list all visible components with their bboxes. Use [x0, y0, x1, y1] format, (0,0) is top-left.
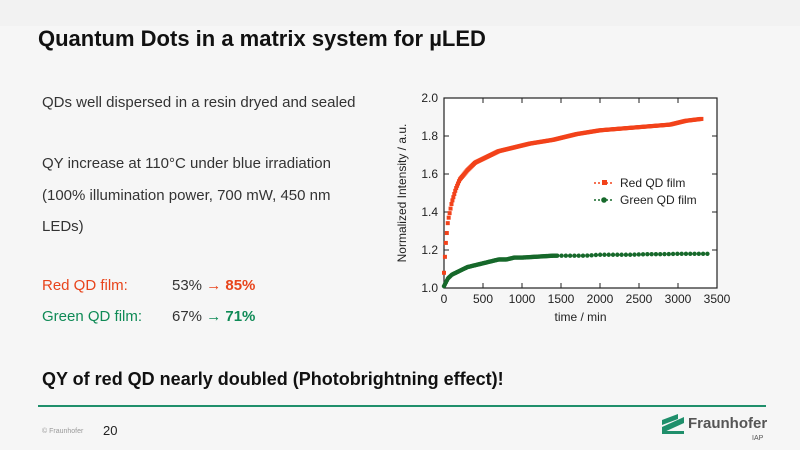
red-series-point — [453, 188, 458, 193]
y-tick-label: 1.6 — [421, 167, 438, 181]
green-series-point — [705, 251, 710, 256]
green-series-point — [653, 251, 659, 257]
red-series-point — [452, 191, 457, 196]
red-series-point — [699, 116, 704, 121]
red-series-point — [449, 202, 454, 207]
green-series-point — [645, 251, 650, 257]
green-series-point — [696, 251, 702, 256]
y-tick-label: 1.0 — [421, 281, 438, 295]
green-series-point — [692, 251, 697, 256]
x-tick-label: 3500 — [704, 292, 731, 306]
green-series-point — [615, 252, 620, 257]
green-series-point — [593, 252, 599, 258]
legend-label: Red QD film — [620, 176, 685, 190]
red-series-point — [447, 211, 452, 216]
green-series-point — [632, 252, 637, 257]
red-series-point — [444, 231, 449, 236]
green-series-point — [602, 252, 607, 257]
copyright-text: © Fraunhofer — [42, 428, 84, 435]
green-qd-values: 67% → 71% — [172, 308, 255, 325]
green-series-point — [658, 251, 663, 257]
red-series-point — [455, 183, 460, 188]
legend-label: Green QD film — [620, 193, 697, 207]
bullet-text-conditions: (100% illumination power, 700 mW, 450 nm — [42, 187, 331, 204]
bullet-text-qy-increase: QY increase at 110°C under blue irradiat… — [42, 155, 331, 172]
red-qd-values: 53% → 85% — [172, 277, 255, 294]
red-qd-arrow: → — [206, 277, 222, 294]
top-bar — [0, 0, 800, 26]
green-qd-label: Green QD film: — [42, 308, 143, 325]
red-series-point — [448, 206, 453, 211]
intensity-chart: 0 500 1000 1500 2000 2500 3000 3500 1.0 1.2 1.4 1.6… — [395, 91, 731, 324]
y-tick-label: 1.8 — [421, 129, 438, 143]
green-series-point — [580, 253, 586, 258]
fraunhofer-logo-icon — [662, 414, 684, 434]
red-series-point — [445, 221, 450, 226]
red-series-point — [454, 186, 459, 191]
red-series-point — [451, 195, 456, 200]
x-axis-label: time / min — [554, 310, 606, 324]
x-tick-label: 2000 — [587, 292, 614, 306]
slide-title: Quantum Dots in a matrix system for µLED — [38, 26, 486, 51]
green-qd-before: 67% — [172, 308, 203, 325]
red-series-point — [446, 215, 451, 220]
x-tick-label: 1500 — [548, 292, 575, 306]
red-qd-before: 53% — [172, 277, 203, 294]
red-series-point — [442, 270, 446, 275]
fraunhofer-logo: Fraunhofer IAP — [660, 413, 770, 447]
green-series-point — [597, 252, 603, 257]
red-series-point — [450, 198, 455, 203]
x-tick-label: 3000 — [665, 292, 692, 306]
y-tick-label: 1.4 — [421, 205, 438, 219]
fraunhofer-logo-text: Fraunhofer — [688, 415, 768, 432]
green-series-point — [683, 251, 689, 256]
y-axis-label: Normalized Intensity / a.u. — [395, 124, 409, 263]
bullet-text-dispersion: QDs well dispersed in a resin dryed and … — [42, 94, 356, 111]
red-series-point — [456, 181, 461, 186]
green-series-point — [623, 252, 629, 257]
green-series-point — [700, 251, 706, 256]
green-series-point — [679, 251, 684, 256]
green-series-point — [627, 252, 633, 257]
green-series-point — [649, 251, 654, 257]
x-tick-label: 0 — [441, 292, 448, 306]
x-tick-label: 500 — [473, 292, 493, 306]
green-qd-arrow: → — [206, 308, 222, 325]
red-series-point — [443, 240, 448, 245]
green-series-point — [640, 252, 646, 257]
green-series-point — [666, 251, 671, 257]
legend-marker — [601, 197, 607, 203]
green-series-point — [559, 253, 564, 258]
green-series-point — [606, 252, 611, 257]
green-series-point — [567, 253, 573, 258]
legend-marker — [602, 180, 607, 185]
green-series-point — [670, 251, 676, 257]
x-tick-label: 1000 — [509, 292, 536, 306]
y-tick-label: 1.2 — [421, 243, 438, 257]
green-series-point — [619, 252, 624, 257]
page-number: 20 — [103, 423, 118, 438]
green-series-point — [563, 253, 569, 258]
green-qd-after: 71% — [225, 308, 256, 325]
red-qd-after: 85% — [225, 277, 256, 294]
red-qd-label: Red QD film: — [42, 277, 128, 294]
green-series-point — [572, 253, 577, 258]
green-series-point — [662, 251, 667, 257]
green-series-point — [675, 251, 680, 257]
conclusion-text: QY of red QD nearly doubled (Photobright… — [42, 369, 504, 389]
y-tick-label: 2.0 — [421, 91, 438, 105]
red-series-point — [442, 254, 447, 259]
bullet-text-leds: LEDs) — [42, 218, 84, 235]
green-series-point — [585, 253, 590, 258]
footer-divider — [38, 405, 766, 407]
green-series-point — [636, 252, 641, 257]
fraunhofer-logo-sub: IAP — [752, 435, 764, 442]
green-series-point — [576, 253, 581, 258]
green-series-point — [589, 253, 594, 258]
green-series-point — [688, 251, 693, 256]
x-tick-label: 2500 — [626, 292, 653, 306]
green-series-point — [555, 253, 560, 258]
green-series-point — [610, 252, 616, 257]
